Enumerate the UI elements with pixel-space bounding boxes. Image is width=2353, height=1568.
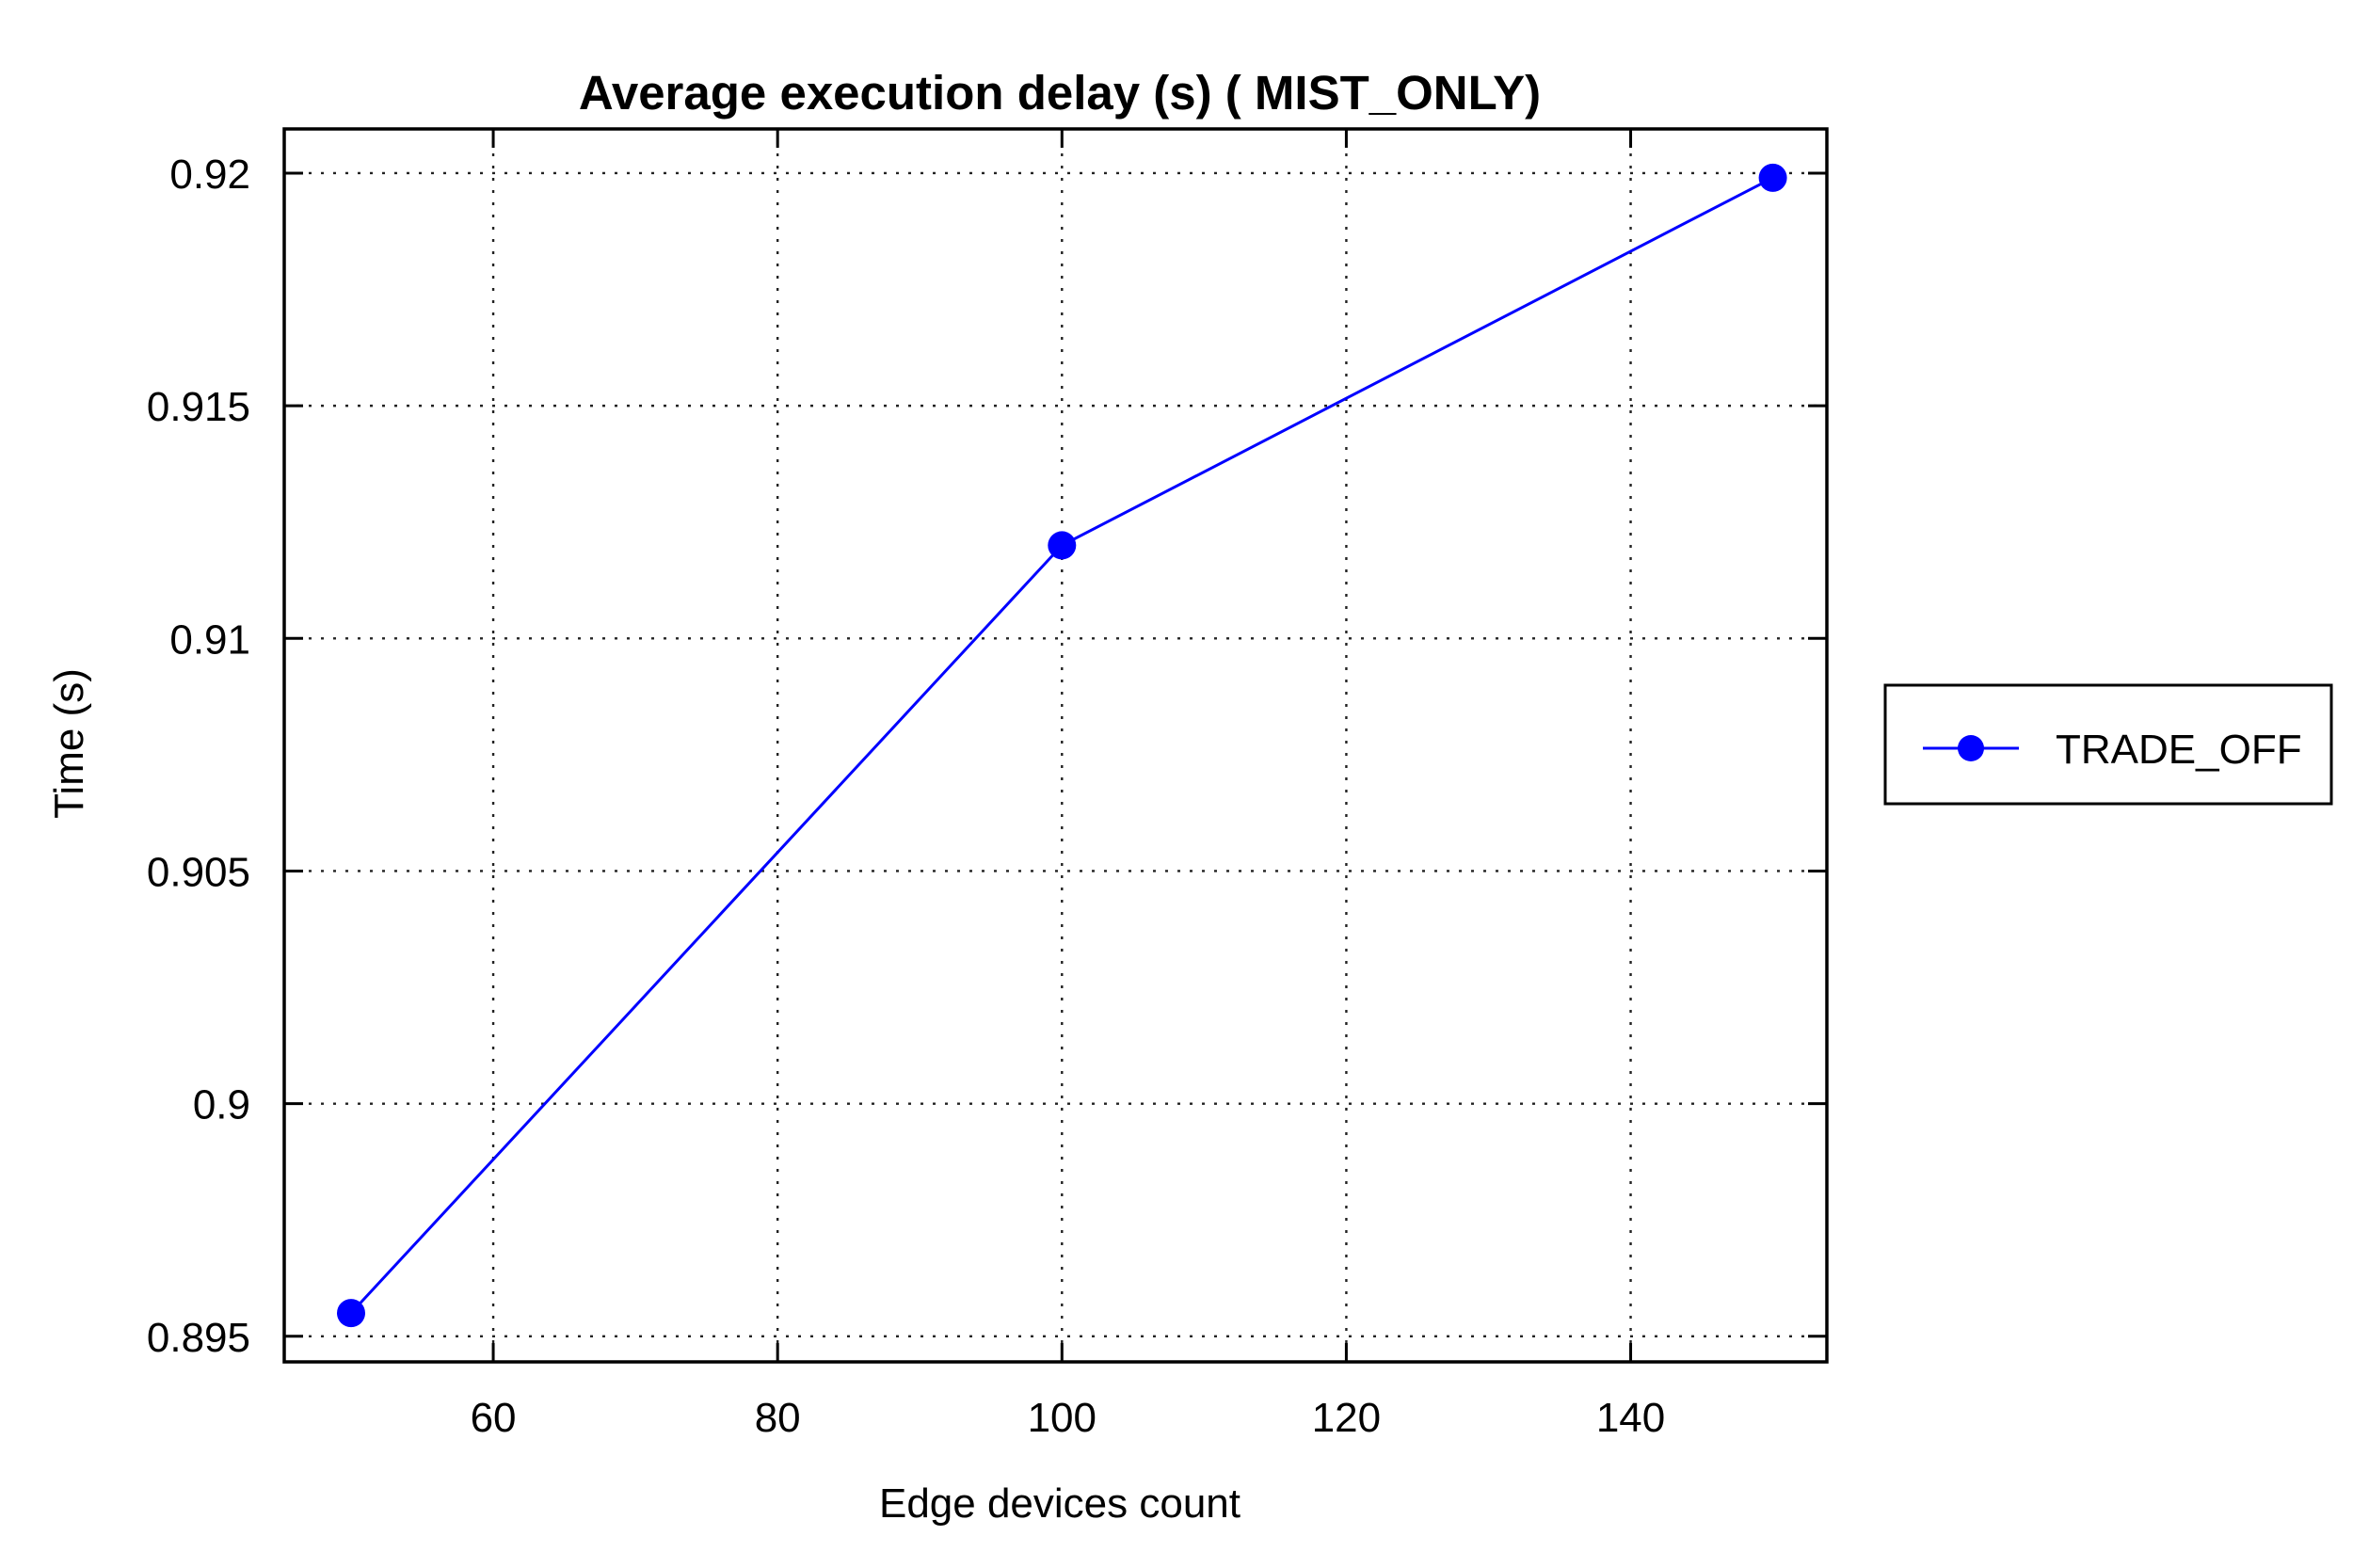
- plot-frame: [282, 127, 1829, 1364]
- series-line: [349, 176, 1774, 1315]
- y-tick-label: 0.895: [147, 1315, 250, 1361]
- x-tick-label: 60: [471, 1395, 517, 1441]
- x-tick-label: 100: [1028, 1395, 1096, 1441]
- data-point: [1758, 163, 1787, 192]
- x-tick-label: 120: [1312, 1395, 1381, 1441]
- tick-labels: 60 80 100 120 140 0.895 0.9 0.905 0.91 0.915 0.92: [147, 152, 1665, 1441]
- legend: TRADE_OFF: [1883, 683, 2333, 806]
- y-tick-label: 0.915: [147, 384, 250, 430]
- x-tick-label: 140: [1596, 1395, 1665, 1441]
- y-tick-label: 0.91: [169, 616, 250, 663]
- legend-label-trade-off: TRADE_OFF: [2056, 727, 2302, 773]
- axis-ticks: [284, 129, 1827, 1362]
- x-axis-label: Edge devices count: [879, 1480, 1241, 1527]
- chart-title: Average execution delay (s) ( MIST_ONLY): [579, 66, 1541, 120]
- grid: [284, 129, 1827, 1362]
- y-tick-label: 0.9: [193, 1082, 250, 1128]
- legend-marker: [1958, 735, 1984, 761]
- series: [336, 163, 1787, 1328]
- data-point: [336, 1299, 365, 1328]
- y-tick-label: 0.92: [169, 152, 250, 198]
- y-axis-label: Time (s): [46, 668, 92, 819]
- y-tick-label: 0.905: [147, 849, 250, 895]
- x-tick-label: 80: [755, 1395, 801, 1441]
- data-point: [1048, 531, 1077, 560]
